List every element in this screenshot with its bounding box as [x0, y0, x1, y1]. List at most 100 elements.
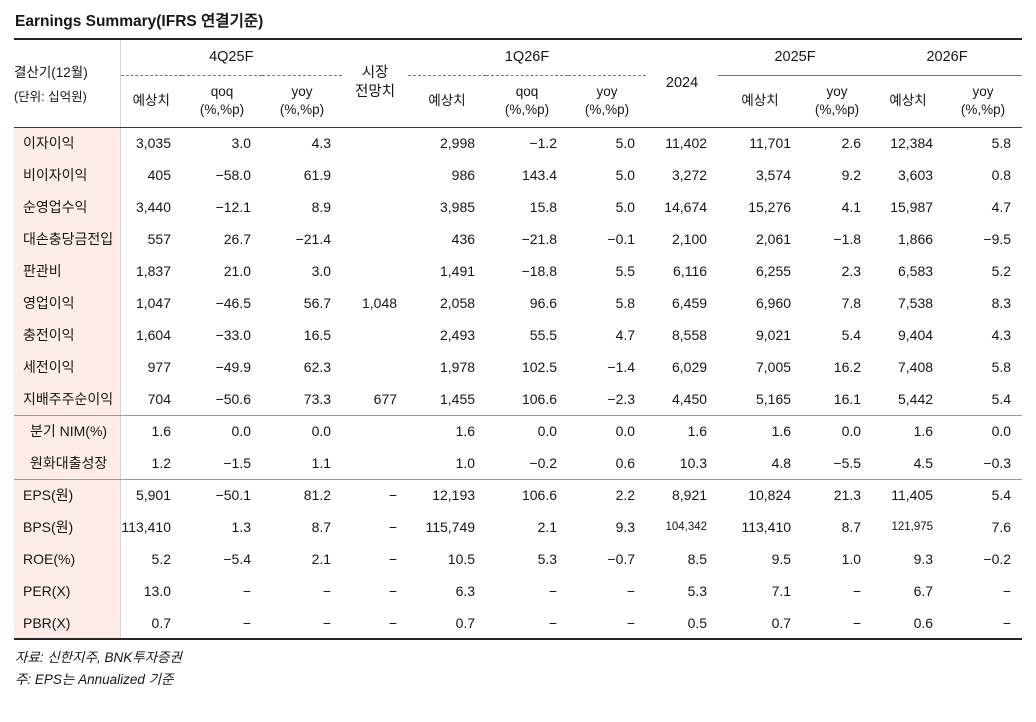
cell-value: 1.6: [771, 423, 792, 440]
cell-value: [342, 351, 408, 383]
cell-value: 9,404: [897, 327, 934, 343]
col-group-2025f: 2025F: [718, 39, 873, 76]
cell-value: 1.3: [231, 519, 251, 535]
col-group-2026f: 2026F: [872, 39, 1023, 76]
cell-value: −: [388, 551, 398, 567]
table-row: ROE(%) 5.2 −5.4 2.1 − 10.5 5.3 −0.7 8.5 9.5 1.0 9.3…: [14, 543, 1022, 575]
table-row: EPS(원) 5,901 −50.1 81.2 − 12,193 106.6 2.2 8,921…: [14, 479, 1022, 511]
cell-value: 12,193: [432, 487, 476, 504]
table-row: 순영업수익 3,440 −12.1 8.9 3,985 15.8 5.0 14,674 15,2…: [14, 191, 1022, 223]
cell-value: 5.0: [615, 167, 636, 183]
cell-value: −21.4: [295, 231, 332, 247]
cell-value: −50.1: [215, 487, 251, 504]
table-row: BPS(원) 113,410 1.3 8.7−115,749 2.1 9.3 104,342…: [14, 511, 1022, 543]
cell-value: −: [388, 583, 398, 599]
cell-value: 73.3: [262, 383, 343, 416]
cell-value: −9.5: [983, 231, 1012, 247]
cell-value: 4.8: [718, 447, 803, 480]
table-row: 이자이익 3,035 3.0 4.3 2,998 −1.2 5.0 11,402 11,701 2…: [14, 127, 1022, 159]
cell-value: 8.7: [311, 519, 332, 535]
cell-value: 10,824: [748, 487, 792, 504]
cell-value: 0.0: [537, 423, 558, 440]
cell-value: 12,384: [890, 135, 934, 152]
cell-value: 56.7: [303, 295, 332, 311]
cell-value: −21.8: [521, 231, 558, 247]
cell-value: 1,047: [135, 295, 171, 311]
cell-value: 15,276: [748, 199, 792, 215]
cell-value: 0.5: [687, 614, 708, 631]
cell-value: 405: [147, 167, 171, 183]
cell-value: 2.1: [311, 551, 332, 567]
table-row: 판관비 1,837 21.0 3.0 1,491 −18.8 5.5 6,116 6,255 2.…: [14, 255, 1022, 287]
cell-value: −2.3: [568, 383, 647, 416]
cell-value: −: [242, 583, 251, 599]
cell-value: −49.9: [215, 359, 251, 375]
cell-value: [342, 447, 409, 480]
cell-value: −: [388, 487, 398, 504]
header-group-row: 결산기(12월) (단위: 십억원) 4Q25F 시장 전망치 1Q26F 20…: [14, 39, 1023, 128]
row-label: 지배주주순이익: [14, 383, 121, 416]
eps-note: 주: EPS는 Annualized 기준: [15, 672, 174, 687]
cell-value: [342, 319, 408, 351]
cell-value: 8.5: [687, 551, 708, 567]
cell-value: 4.5: [872, 447, 945, 480]
cell-value: 55.5: [529, 327, 558, 343]
cell-value: 121,975: [891, 521, 934, 533]
table-row: 원화대출성장 1.2 −1.5 1.1 1.0 −0.2 0.6 10.3 4.8 −5.5 4.5…: [14, 447, 1023, 480]
row-label: 판관비: [14, 255, 121, 287]
subheader-estimate-2025f: 예상치: [718, 75, 803, 128]
cell-value: 4.3: [991, 327, 1012, 343]
row-label: PER(X): [14, 575, 121, 607]
cell-value: −0.2: [983, 551, 1012, 567]
pct-unit-label: (%,%p): [199, 102, 245, 117]
cell-value: 6,583: [897, 263, 934, 279]
yoy-label: yoy: [826, 84, 848, 100]
cell-value: −: [388, 519, 398, 535]
subheader-qoq-4q25f: qoq (%,%p): [182, 75, 262, 128]
cell-value: [342, 255, 408, 287]
cell-value: 1.2: [120, 447, 182, 480]
cell-value: 0.7: [771, 614, 792, 631]
cell-value: 0.0: [841, 423, 862, 440]
cell-value: −: [852, 583, 862, 599]
row-label: 분기 NIM(%): [14, 415, 121, 447]
cell-value: 3,272: [671, 167, 708, 183]
cell-value: 2,493: [439, 327, 476, 343]
cell-value: 5.0: [615, 135, 636, 152]
fiscal-period-label: 결산기(12월): [14, 65, 88, 81]
earnings-summary-table: 결산기(12월) (단위: 십억원) 4Q25F 시장 전망치 1Q26F 20…: [14, 38, 1023, 640]
market-consensus-line1: 시장: [361, 65, 389, 82]
market-consensus-line2: 전망치: [355, 84, 396, 101]
cell-value: 3.0: [231, 135, 251, 152]
footnotes: 자료: 신한지주, BNK투자증권 주: EPS는 Annualized 기준: [14, 647, 1022, 691]
cell-value: 4,450: [646, 383, 719, 416]
cell-value: 5.0: [615, 199, 636, 215]
cell-value: 4.7: [615, 327, 636, 343]
col-group-market-consensus: 시장 전망치: [342, 39, 409, 128]
cell-value: 10.5: [447, 551, 476, 567]
cell-value: −0.2: [486, 447, 569, 480]
yoy-label: yoy: [291, 84, 313, 100]
source-note: 자료: 신한지주, BNK투자증권: [15, 650, 182, 665]
cell-value: 9,021: [755, 327, 792, 343]
cell-value: 7.1: [771, 583, 792, 599]
cell-value: 115,749: [425, 519, 476, 535]
cell-value: −: [548, 614, 558, 631]
col-group-2024: 2024: [646, 39, 719, 128]
cell-value: −: [548, 583, 558, 599]
cell-value: 0.8: [991, 167, 1012, 183]
cell-value: 11,405: [891, 487, 934, 504]
cell-value: 436: [451, 231, 476, 247]
cell-value: 8.7: [841, 519, 862, 535]
cell-value: 16.5: [303, 327, 332, 343]
cell-value: 5.2: [991, 263, 1012, 279]
cell-value: 0.6: [568, 447, 647, 480]
cell-value: 3,603: [897, 167, 934, 183]
cell-value: 6,255: [755, 263, 792, 279]
cell-value: 0.7: [455, 614, 476, 631]
cell-value: 6,116: [673, 263, 708, 279]
cell-value: 9.5: [771, 551, 792, 567]
cell-value: 16.2: [833, 359, 862, 375]
cell-value: 61.9: [303, 167, 332, 183]
cell-value: 3,574: [755, 167, 792, 183]
